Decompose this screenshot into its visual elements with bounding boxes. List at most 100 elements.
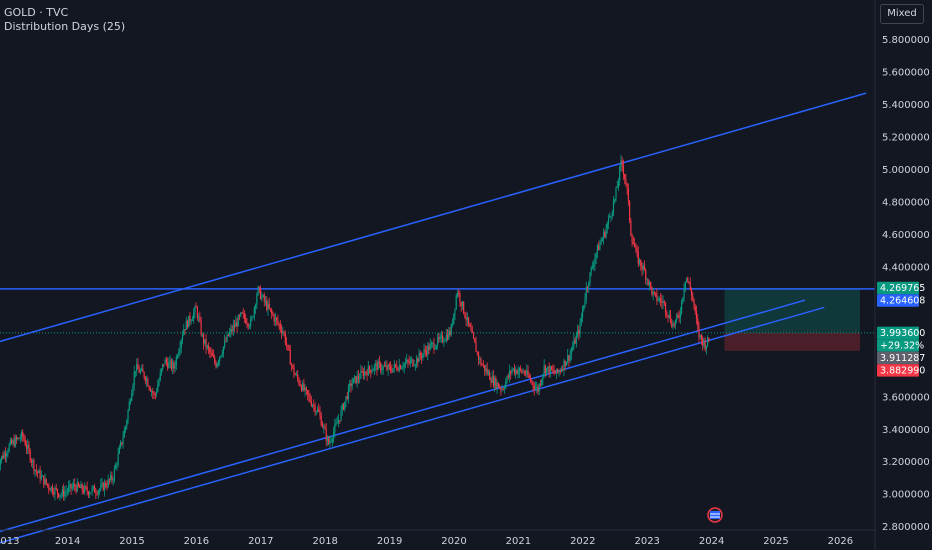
candle-body — [235, 322, 237, 328]
candle-body — [115, 464, 117, 469]
candle-body — [1, 455, 3, 461]
candle-body — [169, 360, 171, 363]
horizontal-lines[interactable] — [0, 288, 875, 334]
candle-body — [627, 188, 629, 201]
candle-body — [342, 404, 345, 410]
candle-body — [550, 366, 553, 370]
candle-body — [616, 186, 618, 189]
candle-body — [355, 376, 357, 384]
candle-body — [251, 317, 253, 320]
candle-body — [682, 297, 684, 301]
candle-body — [373, 365, 376, 370]
y-tick-label: 3.600000 — [882, 392, 930, 403]
candle-body — [524, 373, 527, 375]
candle-body — [412, 359, 414, 366]
candle-body — [387, 364, 389, 370]
candle-body — [277, 319, 279, 324]
candle-body — [198, 317, 200, 319]
candle-body — [170, 360, 172, 369]
candle-body — [248, 325, 251, 327]
candle-body — [459, 292, 461, 303]
candle-body — [663, 301, 665, 303]
trendlines[interactable] — [0, 92, 867, 544]
candle-body — [18, 437, 20, 439]
candle-body — [188, 315, 190, 328]
candle-body — [262, 295, 264, 297]
candle-body — [528, 376, 530, 378]
candle-body — [432, 342, 434, 344]
candle-body — [173, 362, 175, 369]
event-flag-icon[interactable] — [707, 507, 723, 523]
candle-body — [507, 376, 509, 378]
indicator-title[interactable]: Distribution Days (25) — [4, 20, 126, 33]
candle-body — [659, 298, 662, 301]
x-tick-label: 2026 — [828, 536, 853, 547]
candle-body — [626, 183, 628, 189]
candle-body — [583, 305, 585, 311]
candle-body — [341, 404, 343, 410]
candle-body — [434, 348, 436, 350]
candle-body — [46, 483, 49, 486]
candle-body — [607, 217, 610, 224]
candle-body — [48, 485, 50, 490]
candle-body — [13, 440, 15, 447]
candle-body — [163, 364, 165, 365]
candle-body — [403, 363, 405, 368]
candle-body — [288, 345, 290, 351]
candle-body — [71, 486, 73, 489]
candle-body — [61, 489, 63, 495]
price-label-text: 3.993600 — [880, 328, 925, 339]
candle-body — [271, 309, 273, 314]
candle-body — [186, 320, 189, 328]
candle-body — [274, 317, 277, 322]
candle-body — [217, 361, 220, 364]
candle-body — [331, 439, 333, 441]
candle-body — [468, 317, 470, 325]
candle-body — [664, 302, 667, 313]
position-zones[interactable] — [724, 288, 860, 351]
price-axis[interactable]: 5.800000 5.600000 5.400000 5.200000 5.000000… — [882, 35, 930, 533]
candle-body — [533, 385, 535, 390]
candle-body — [118, 447, 120, 454]
candle-body — [377, 361, 379, 370]
candle-body — [100, 484, 102, 490]
candle-body — [38, 470, 40, 473]
candle-body — [389, 366, 392, 371]
candle-body — [134, 370, 137, 372]
candle-body — [543, 365, 545, 375]
candle-body — [668, 314, 670, 318]
candle-body — [621, 160, 623, 166]
candle-body — [502, 389, 504, 391]
candle-body — [189, 315, 191, 322]
candle-body — [360, 370, 362, 379]
candle-body — [371, 370, 373, 373]
candle-body — [401, 367, 403, 369]
candle-body — [202, 334, 205, 344]
candle-body — [500, 387, 502, 390]
candle-body — [591, 266, 594, 268]
candle-body — [160, 368, 163, 373]
candle-body — [165, 359, 168, 363]
candle-body — [385, 365, 387, 367]
time-axis[interactable]: 2013 2014 2015 2016 2017 2018 2019 2020 2021 2022… — [0, 536, 853, 547]
price-label-text: 4.269765 — [880, 283, 925, 294]
candle-body — [637, 252, 639, 264]
y-tick-label: 3.000000 — [882, 490, 930, 501]
candle-body — [573, 339, 575, 348]
candle-body — [340, 409, 342, 421]
candle-body — [112, 479, 114, 481]
symbol-title[interactable]: GOLD · TVC — [4, 6, 69, 19]
x-tick-label: 2017 — [248, 536, 273, 547]
candle-body — [611, 212, 613, 216]
candle-body — [153, 393, 155, 395]
candle-body — [325, 429, 327, 441]
candle-body — [372, 369, 374, 371]
candle-body — [463, 301, 465, 314]
candle-body — [446, 334, 449, 340]
candle-body — [336, 422, 338, 424]
candle-body — [669, 314, 672, 323]
candle-body — [75, 486, 77, 492]
scale-mode-button[interactable]: Mixed — [880, 4, 924, 24]
candle-body — [91, 487, 93, 493]
